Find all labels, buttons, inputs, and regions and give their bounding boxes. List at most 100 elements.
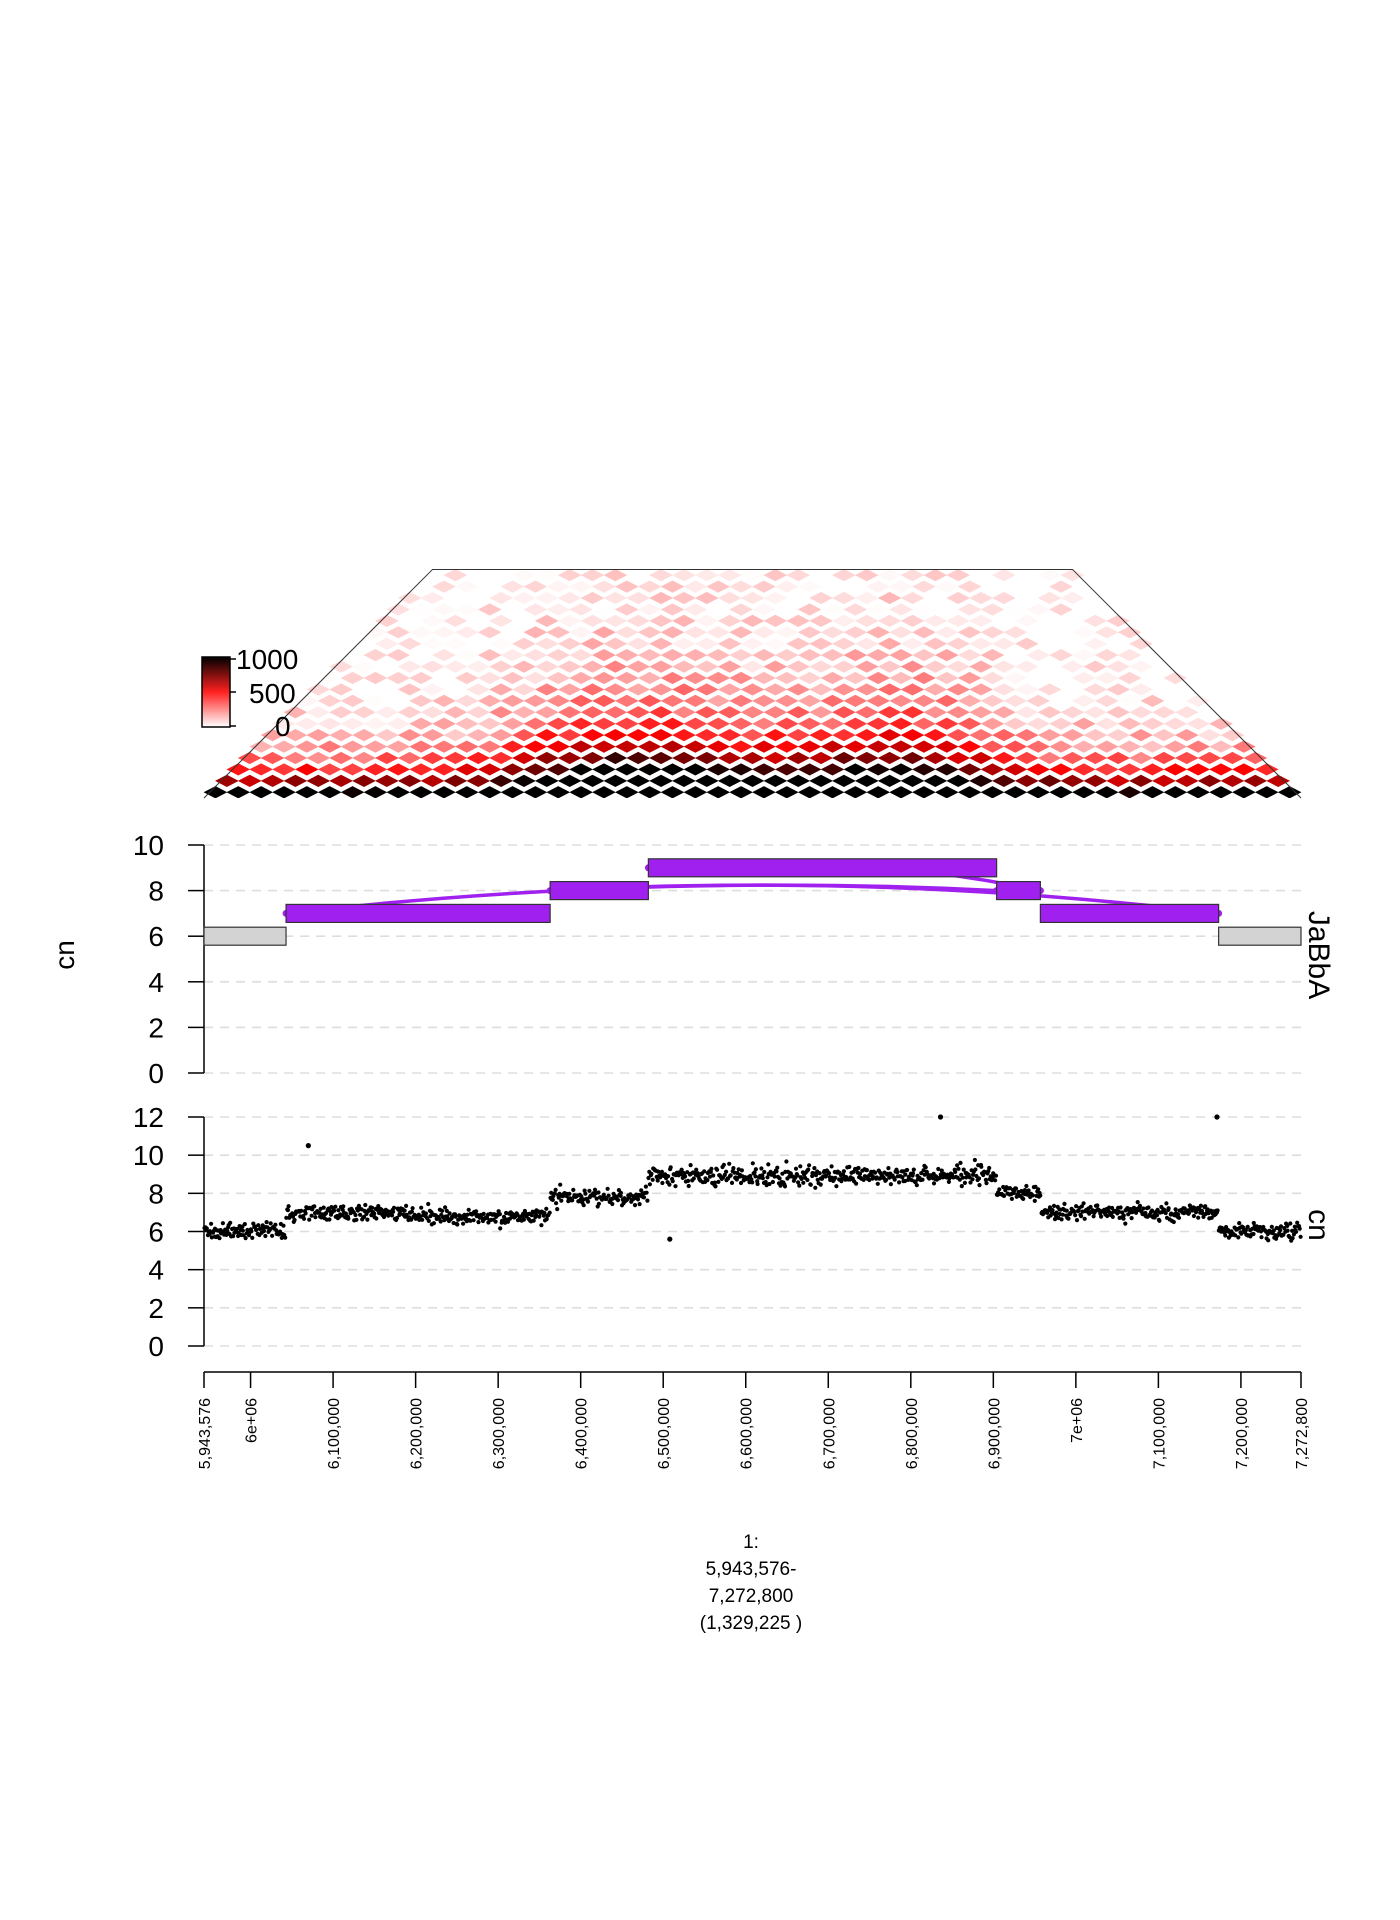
hic-cell [992, 569, 1016, 582]
hic-cell [569, 649, 593, 662]
hic-cell [706, 694, 731, 707]
coverage-point [637, 1202, 642, 1207]
coverage-point [1079, 1214, 1084, 1219]
hic-cell [1163, 740, 1188, 753]
hic-cell [1083, 591, 1108, 605]
hic-cell [466, 774, 491, 787]
hic-cell [1209, 717, 1233, 730]
coverage-point [823, 1173, 829, 1178]
coverage-point [389, 1213, 395, 1218]
hic-cell [386, 763, 411, 776]
hic-cell [1037, 569, 1062, 582]
hic-cell [694, 706, 719, 719]
coverage-point [886, 1166, 891, 1171]
hic-cell [774, 763, 799, 776]
hic-cell [500, 671, 525, 685]
hic-cell [500, 763, 525, 776]
hic-cell [249, 763, 273, 776]
hic-cell [580, 637, 605, 650]
hic-cell [1049, 603, 1073, 616]
hic-cell [306, 706, 331, 719]
hic-cell [512, 751, 536, 765]
hic-cell [889, 717, 913, 730]
coverage-point [281, 1223, 286, 1228]
hic-cell [729, 649, 753, 662]
hic-cell [694, 751, 719, 765]
hic-cell [1014, 729, 1039, 742]
coverage-point [604, 1196, 609, 1201]
hic-cell [763, 774, 788, 787]
hic-cell [592, 671, 616, 685]
hic-cell [717, 774, 742, 787]
hic-cell [866, 763, 891, 776]
hic-cell [249, 740, 273, 753]
hic-cell [763, 683, 788, 696]
hic-cell [443, 660, 468, 673]
hic-cell [969, 614, 993, 627]
hic-cell [546, 763, 571, 776]
hic-cell [900, 729, 925, 742]
hic-cell [934, 740, 959, 753]
coverage-point [279, 1235, 284, 1240]
hic-cell [889, 626, 913, 639]
hic-cell [523, 786, 548, 799]
hic-cell [466, 660, 491, 673]
coverage-point [362, 1208, 367, 1213]
coverage-point [507, 1216, 513, 1221]
hic-cell [363, 626, 388, 639]
hic-cell [397, 591, 422, 605]
coverage-y-tick-label: 6 [148, 1217, 164, 1248]
coverage-point [752, 1170, 757, 1175]
hic-cell [260, 729, 285, 742]
coverage-point [610, 1201, 615, 1207]
hic-cell [637, 580, 662, 593]
x-tick-label: 6e+06 [244, 1398, 261, 1443]
coverage-point [914, 1183, 919, 1188]
hic-cell [763, 729, 788, 742]
coverage-point [646, 1175, 651, 1181]
hic-cell [1140, 694, 1165, 707]
hic-cell [1049, 717, 1073, 730]
x-tick-label: 6,200,000 [409, 1398, 426, 1469]
coverage-point [829, 1164, 834, 1169]
jabba-segment [285, 903, 551, 924]
hic-cell [1060, 751, 1085, 765]
hic-cell [1106, 751, 1130, 765]
coverage-point [1054, 1210, 1059, 1215]
hic-cell [512, 614, 536, 627]
hic-cell [957, 580, 982, 593]
coverage-point [426, 1201, 431, 1207]
hic-cell [477, 740, 502, 753]
hic-cell [1197, 729, 1222, 742]
hic-cell [397, 614, 422, 627]
hic-cell [375, 706, 399, 719]
coverage-point [559, 1198, 564, 1203]
hic-cell [889, 671, 913, 685]
hic-cell [1106, 637, 1130, 650]
hic-cell [923, 729, 948, 742]
hic-cell [1174, 683, 1199, 696]
hic-cell [1003, 740, 1028, 753]
hic-cell [375, 637, 399, 650]
coverage-point [936, 1166, 941, 1172]
hic-cell [1152, 729, 1176, 742]
hic-cell [420, 614, 445, 627]
hic-cell [672, 729, 696, 742]
hic-cell [900, 637, 925, 650]
coverage-point [632, 1203, 638, 1208]
hic-cell [523, 717, 548, 730]
hic-cell [843, 786, 868, 799]
hic-cell [774, 603, 799, 616]
coverage-point [249, 1229, 254, 1234]
hic-cell [992, 637, 1016, 650]
hic-cell [717, 729, 742, 742]
hic-cell [1186, 786, 1210, 799]
hic-cell [934, 694, 959, 707]
hic-cell [1117, 786, 1142, 799]
hic-cell [934, 763, 959, 776]
hic-cell [946, 683, 971, 696]
hic-cell [489, 591, 513, 605]
hic-cell [649, 706, 673, 719]
hic-cell [866, 694, 891, 707]
hic-cell [866, 786, 891, 799]
